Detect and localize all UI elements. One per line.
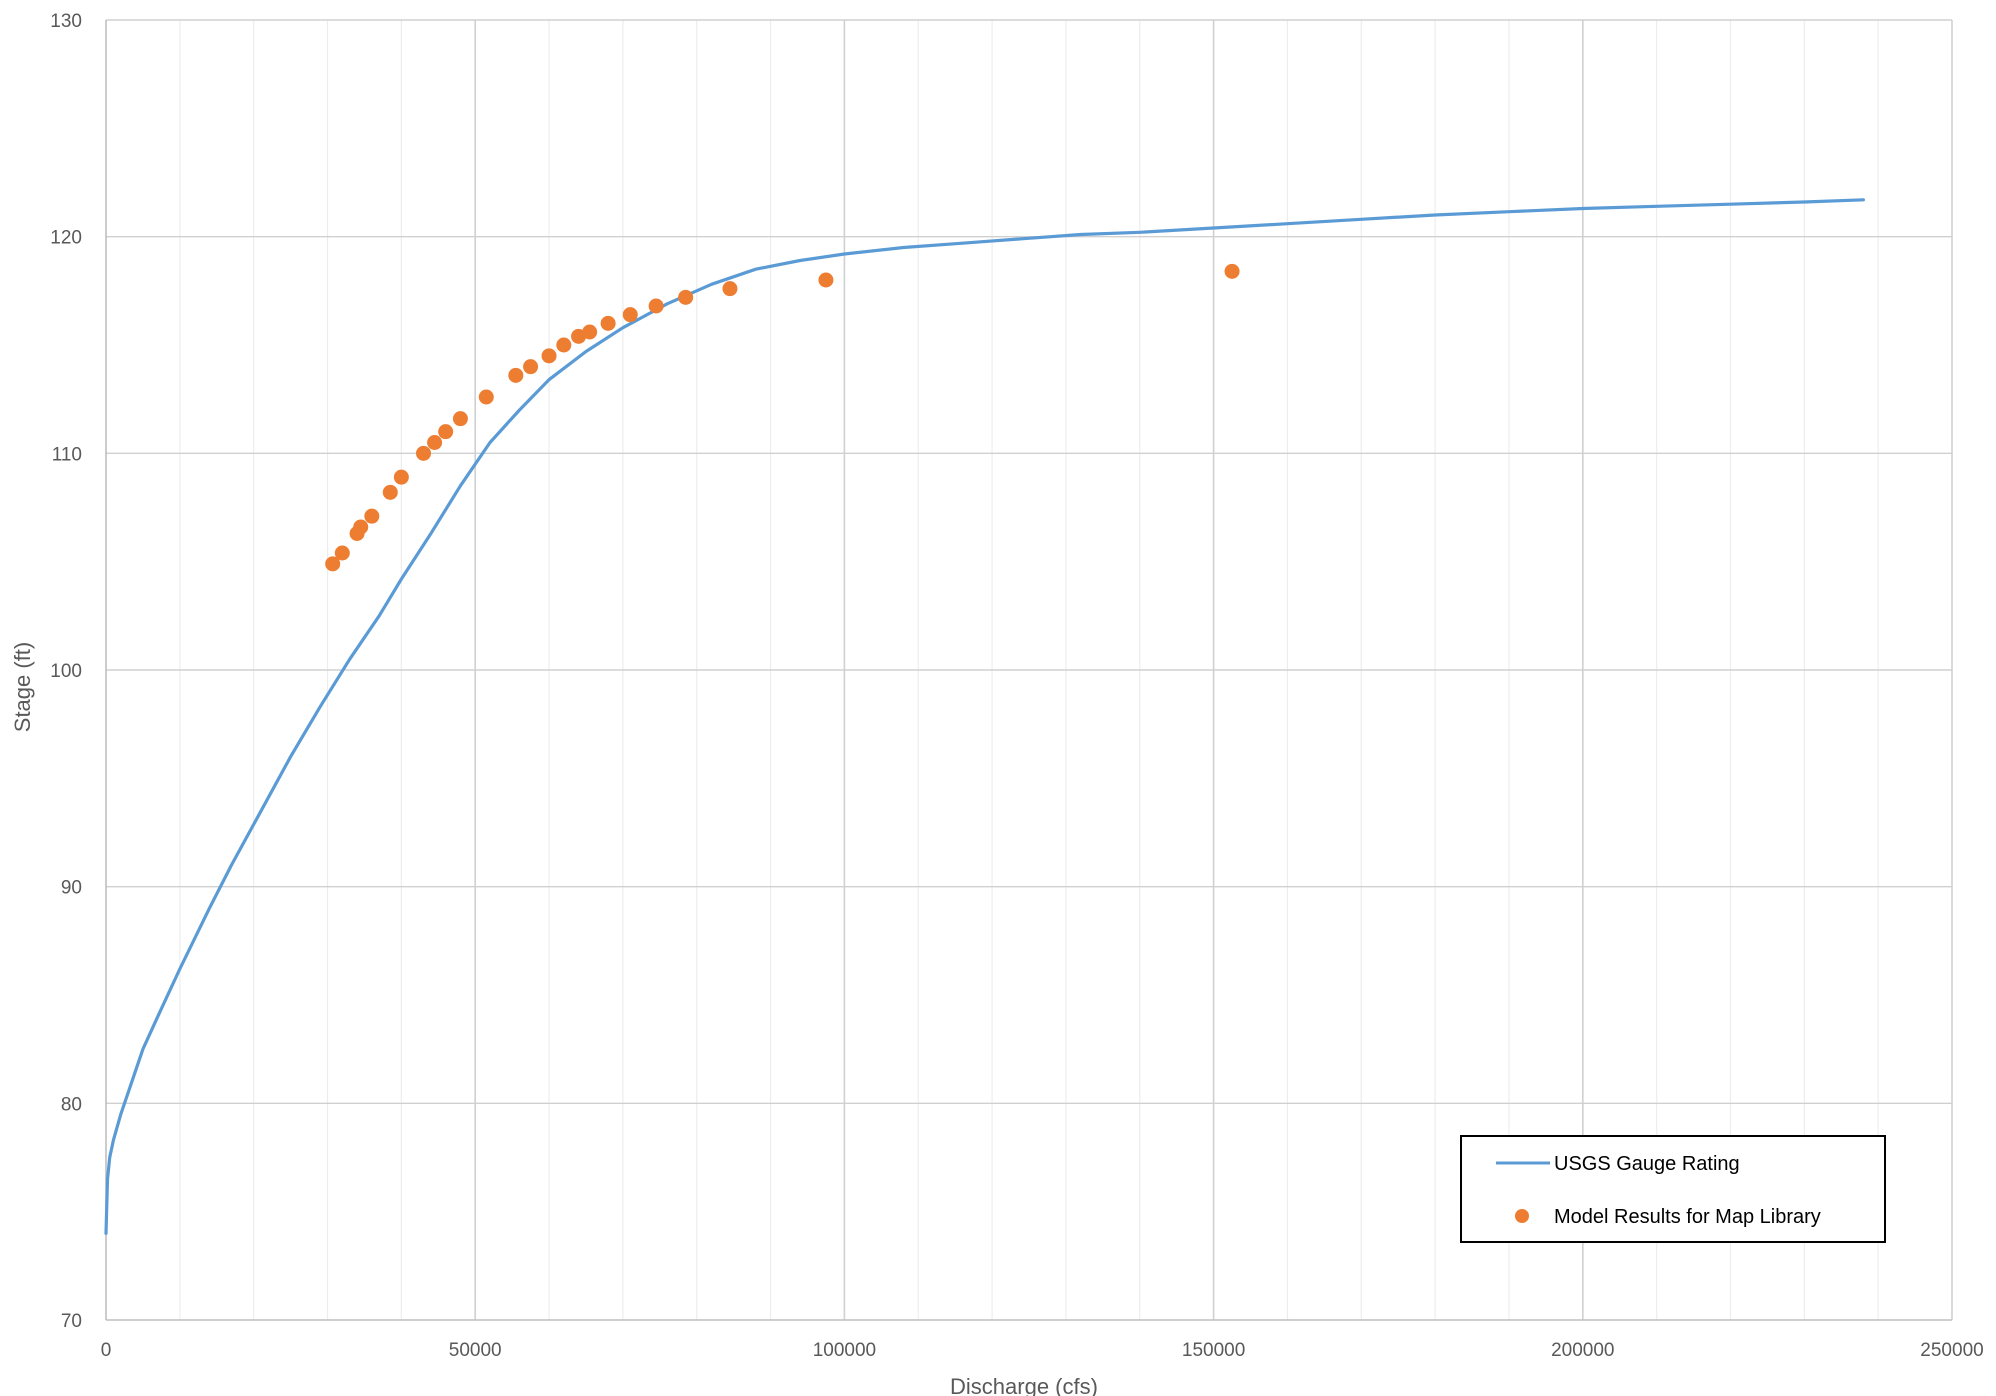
model-result-point	[438, 424, 454, 440]
legend-entry-model-results: Model Results for Map Library	[1554, 1206, 1821, 1228]
model-result-point	[556, 337, 572, 353]
x-tick-label: 100000	[813, 1340, 876, 1361]
y-tick-label: 70	[61, 1311, 82, 1332]
model-result-point	[818, 272, 834, 288]
y-axis-title: Stage (ft)	[10, 642, 35, 732]
model-result-point	[393, 469, 409, 485]
y-tick-label: 90	[61, 878, 82, 899]
model-result-point	[452, 411, 468, 427]
model-result-point	[364, 508, 380, 524]
model-result-point	[523, 359, 539, 375]
model-result-point	[334, 545, 350, 561]
model-result-point	[582, 324, 598, 340]
x-axis-title: Discharge (cfs)	[950, 1374, 1098, 1396]
legend-dot-marker	[1515, 1209, 1529, 1223]
series-layer	[104, 198, 1865, 1235]
model-result-point	[325, 556, 341, 572]
model-result-point	[648, 298, 664, 314]
model-result-point	[541, 348, 557, 364]
model-result-point	[416, 445, 432, 461]
model-result-point	[508, 367, 524, 383]
x-tick-label: 50000	[449, 1340, 502, 1361]
model-result-point	[678, 289, 694, 305]
x-tick-label: 250000	[1920, 1340, 1983, 1361]
axes-layer	[105, 20, 1952, 1321]
model-result-point	[353, 519, 369, 535]
grid-layer	[106, 19, 1953, 1320]
y-tick-label: 110	[52, 444, 82, 465]
y-tick-label: 130	[50, 11, 82, 32]
model-result-point	[600, 315, 616, 331]
y-tick-label: 80	[61, 1094, 82, 1115]
x-tick-label: 200000	[1551, 1340, 1614, 1361]
model-result-point	[622, 307, 638, 323]
model-result-point	[478, 389, 494, 405]
legend-entry-usgs-gauge-rating: USGS Gauge Rating	[1554, 1153, 1740, 1175]
legend: USGS Gauge Rating Model Results for Map …	[1460, 1135, 1886, 1243]
x-tick-label: 150000	[1182, 1340, 1245, 1361]
ticks-layer: 0 50000 100000 150000 200000 250000 70 80 90 100 1…	[50, 11, 1983, 1361]
model-result-point	[722, 281, 738, 297]
model-result-point	[427, 435, 443, 450]
y-tick-label: 100	[50, 661, 82, 682]
legend-box	[1460, 1135, 1886, 1243]
series-line-usgs-gauge-rating	[104, 198, 1865, 1235]
x-tick-label: 0	[101, 1340, 112, 1361]
model-result-point	[1224, 263, 1240, 279]
model-result-point	[382, 484, 398, 500]
y-tick-label: 120	[50, 228, 82, 249]
